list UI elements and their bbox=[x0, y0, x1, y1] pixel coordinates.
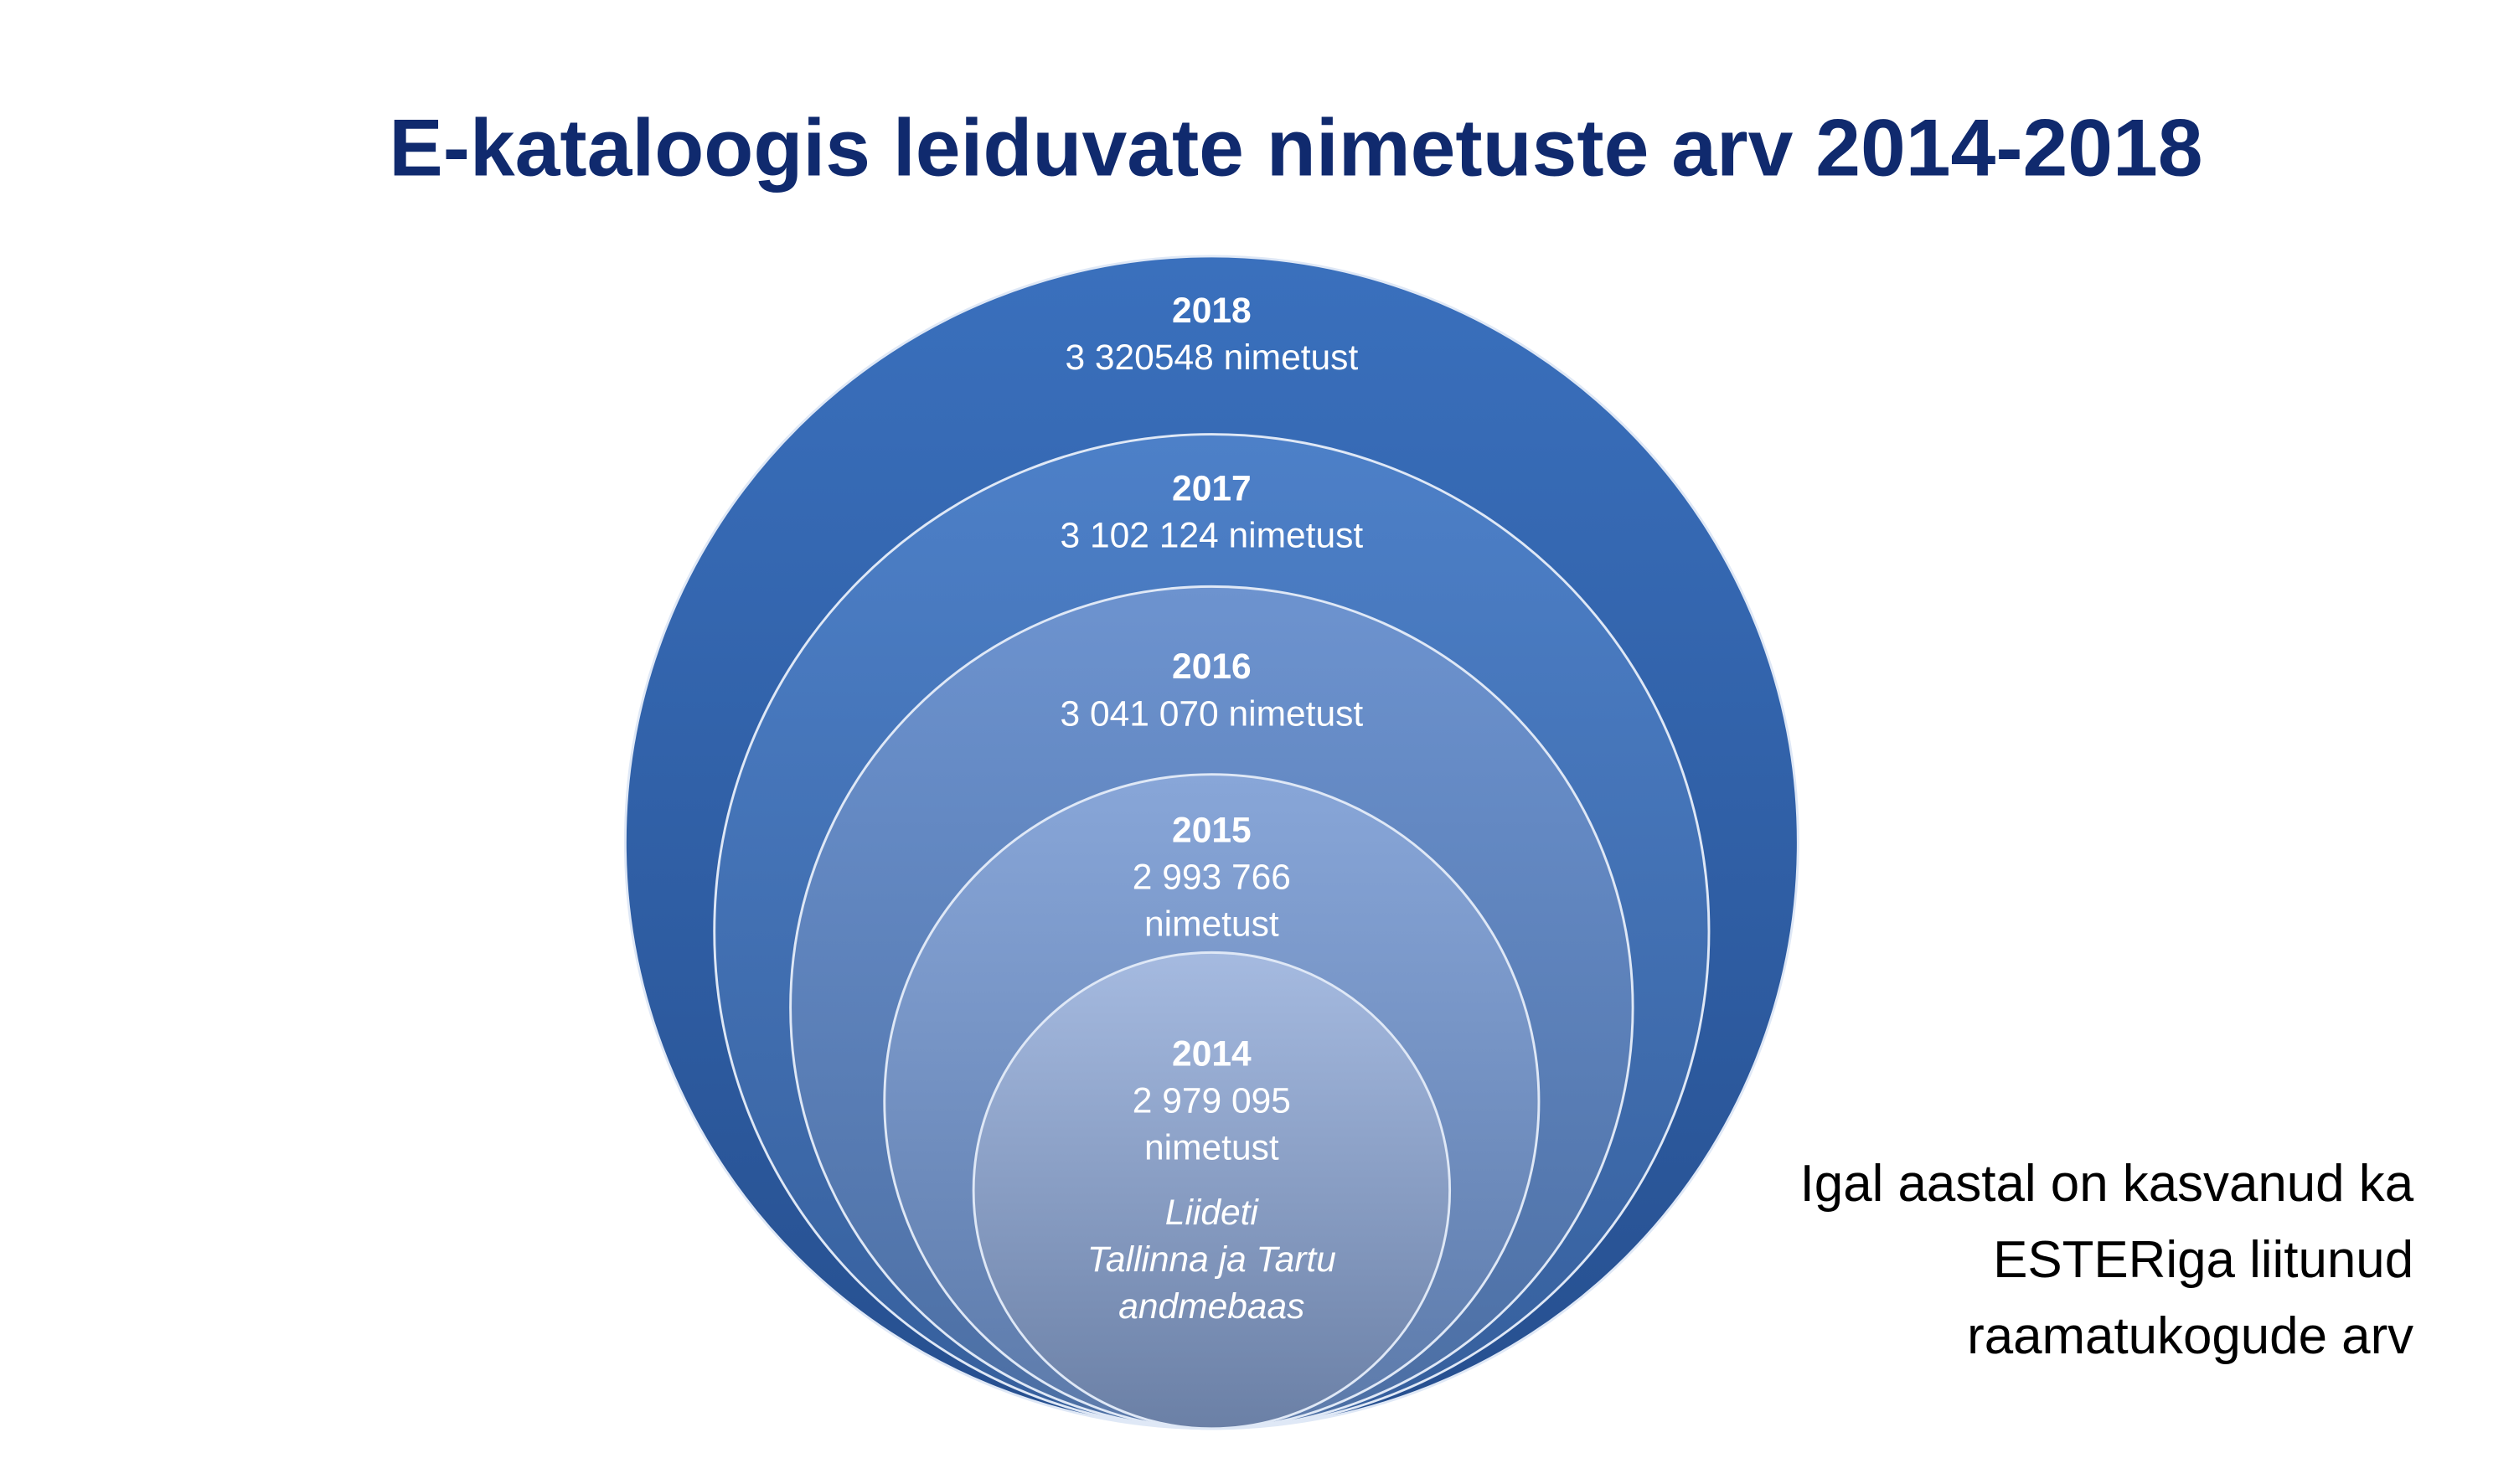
count-label: 3 320548 nimetust bbox=[1065, 338, 1358, 378]
title: E-kataloogis leiduvate nimetuste arv 201… bbox=[389, 103, 2202, 193]
note-label: andmebaas bbox=[1118, 1286, 1304, 1327]
year-label: 2017 bbox=[1172, 469, 1252, 509]
count-label: nimetust bbox=[1144, 904, 1279, 945]
year-label: 2016 bbox=[1172, 647, 1252, 687]
count-label: 2 979 095 bbox=[1133, 1080, 1291, 1121]
circle bbox=[972, 951, 1452, 1430]
side-note-line: Igal aastal on kasvanud ka bbox=[1800, 1155, 2414, 1213]
count-label: 3 041 070 nimetust bbox=[1061, 693, 1364, 734]
nested-circles bbox=[623, 255, 1799, 1430]
note-label: Liideti bbox=[1165, 1193, 1260, 1233]
side-note: Igal aastal on kasvanud ka ESTERiga liitu… bbox=[1800, 1155, 2414, 1365]
count-label: 3 102 124 nimetust bbox=[1061, 516, 1364, 556]
count-label: nimetust bbox=[1144, 1128, 1279, 1168]
side-note-line: raamatukogude arv bbox=[1967, 1307, 2413, 1365]
circle-labels: 2018 3 320548 nimetust 2017 3 102 124 nimet… bbox=[1061, 291, 1364, 1327]
side-note-line: ESTERiga liitunud bbox=[1993, 1231, 2413, 1289]
year-label: 2018 bbox=[1172, 291, 1252, 331]
note-label: Tallinna ja Tartu bbox=[1087, 1239, 1336, 1280]
count-label: 2 993 766 bbox=[1133, 858, 1291, 898]
year-label: 2015 bbox=[1172, 811, 1252, 851]
year-label: 2014 bbox=[1172, 1033, 1252, 1074]
